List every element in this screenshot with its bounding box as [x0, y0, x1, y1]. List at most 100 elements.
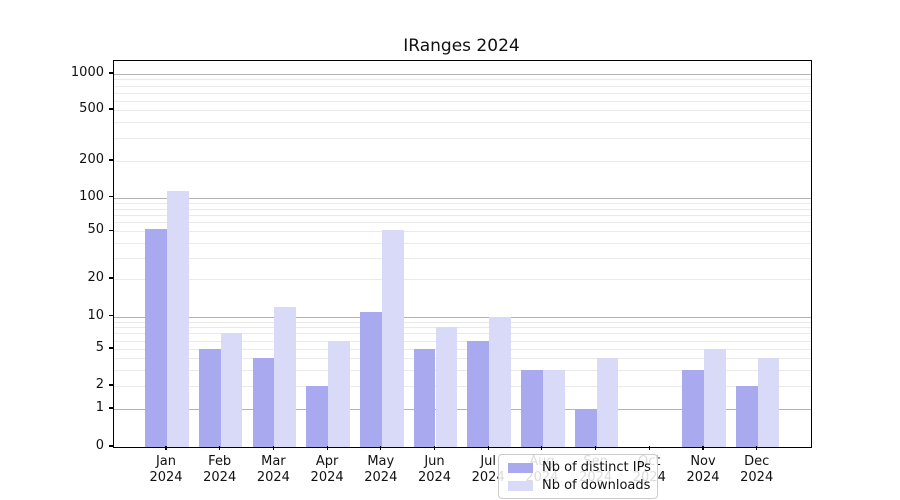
minor-gridline-y-300	[114, 138, 811, 140]
minor-gridline-y-80	[114, 208, 811, 210]
bar-distinct-ips-nov	[682, 369, 704, 447]
y-tick-mark-50	[108, 229, 113, 231]
gridline-y-1000	[114, 74, 811, 75]
gridline-y-20	[114, 279, 811, 280]
y-tick-mark-100	[108, 196, 113, 198]
bar-downloads-dec	[757, 358, 780, 447]
x-tick-mark-nov	[702, 446, 704, 450]
bar-distinct-ips-apr	[306, 386, 329, 447]
bar-distinct-ips-dec	[735, 386, 758, 447]
minor-gridline-y-70	[114, 214, 811, 216]
minor-gridline-y-600	[114, 100, 811, 102]
x-tick-mark-dec	[756, 446, 758, 450]
bar-downloads-may	[381, 230, 404, 447]
minor-gridline-y-90	[114, 202, 811, 204]
minor-gridline-y-7	[114, 333, 811, 335]
gridline-y-500	[114, 110, 811, 111]
legend-entry-downloads: Nb of downloads	[508, 478, 657, 493]
gridline-y-5	[114, 349, 811, 350]
month-label: Apr	[315, 454, 339, 469]
x-tick-mark-sep	[595, 446, 597, 450]
y-tick-mark-200	[108, 159, 113, 161]
bar-distinct-ips-sep	[574, 409, 597, 447]
x-tick-mark-jul	[487, 446, 489, 450]
minor-gridline-y-400	[114, 122, 811, 124]
bar-downloads-jun	[435, 327, 458, 447]
year-label: 2024	[686, 470, 720, 485]
year-label: 2024	[310, 470, 344, 485]
year-label: 2024	[364, 470, 398, 485]
y-tick-label-100: 100	[79, 188, 104, 204]
year-label: 2024	[471, 470, 505, 485]
y-tick-label-0: 0	[95, 438, 104, 453]
x-tick-mark-feb	[219, 446, 221, 450]
bar-downloads-feb	[220, 333, 243, 447]
month-label: May	[367, 454, 395, 469]
year-label: 2024	[740, 470, 774, 485]
y-tick-label-200: 200	[79, 152, 104, 167]
x-tick-label-apr: Apr 2024	[297, 454, 357, 486]
x-tick-label-mar: Mar 2024	[243, 454, 303, 486]
minor-gridline-y-8	[114, 327, 811, 329]
x-tick-mark-aug	[541, 446, 543, 450]
y-tick-label-1000: 1000	[70, 65, 104, 80]
y-tick-mark-10	[108, 315, 113, 317]
month-label: Jun	[424, 454, 445, 469]
bar-distinct-ips-mar	[252, 358, 275, 447]
x-tick-mark-mar	[272, 446, 274, 450]
month-label: Mar	[261, 454, 286, 469]
bar-downloads-nov	[704, 349, 726, 447]
x-tick-label-jan: Jan 2024	[136, 454, 196, 486]
bar-downloads-jul	[489, 316, 511, 447]
x-tick-label-jul: Jul 2024	[458, 454, 518, 486]
chart-title: IRanges 2024	[403, 36, 520, 56]
minor-gridline-y-900	[114, 79, 811, 81]
bar-distinct-ips-may	[360, 311, 382, 447]
legend-entry-distinct-ips: Nb of distinct IPs	[508, 460, 657, 475]
bar-downloads-mar	[274, 306, 297, 447]
bar-distinct-ips-jun	[413, 349, 436, 447]
bar-downloads-apr	[328, 340, 350, 447]
y-tick-label-500: 500	[79, 101, 104, 116]
x-tick-mark-apr	[326, 446, 328, 450]
legend-label-distinct-ips: Nb of distinct IPs	[542, 460, 651, 475]
bar-distinct-ips-jan	[145, 229, 167, 447]
minor-gridline-y-3	[114, 369, 811, 371]
y-tick-mark-20	[108, 277, 113, 279]
gridline-y-50	[114, 231, 811, 233]
minor-gridline-y-4	[114, 358, 811, 359]
y-tick-label-10: 10	[87, 307, 104, 323]
month-label: Dec	[744, 454, 770, 469]
gridline-y-1	[114, 409, 811, 410]
bar-downloads-aug	[542, 369, 565, 447]
legend-swatch-distinct-ips	[508, 462, 533, 473]
y-tick-mark-500	[108, 108, 113, 110]
legend-swatch-downloads	[508, 480, 533, 491]
x-tick-mark-jan	[165, 446, 167, 450]
y-tick-mark-1000	[108, 72, 113, 74]
legend-label-downloads: Nb of downloads	[542, 478, 651, 493]
x-tick-mark-jun	[433, 446, 436, 450]
minor-gridline-y-6	[114, 340, 811, 342]
minor-gridline-y-9	[114, 321, 811, 323]
y-tick-label-5: 5	[95, 340, 104, 355]
gridline-y-200	[114, 161, 811, 162]
x-tick-mark-may	[380, 446, 382, 450]
y-tick-mark-5	[108, 347, 113, 349]
bar-downloads-sep	[596, 358, 619, 447]
y-tick-mark-2	[108, 384, 113, 386]
y-tick-label-1: 1	[95, 400, 104, 415]
x-tick-label-nov: Nov 2024	[673, 454, 733, 486]
y-tick-mark-1	[108, 407, 113, 409]
month-label: Feb	[208, 454, 232, 469]
x-tick-label-jun: Jun 2024	[405, 454, 465, 486]
year-label: 2024	[203, 470, 237, 485]
y-tick-mark-0	[108, 445, 113, 447]
legend: Nb of distinct IPs Nb of downloads	[498, 454, 658, 499]
minor-gridline-y-30	[114, 257, 811, 259]
year-label: 2024	[417, 470, 452, 485]
bar-distinct-ips-feb	[198, 349, 221, 447]
x-tick-label-feb: Feb 2024	[190, 454, 250, 486]
x-tick-mark-oct	[648, 446, 650, 450]
